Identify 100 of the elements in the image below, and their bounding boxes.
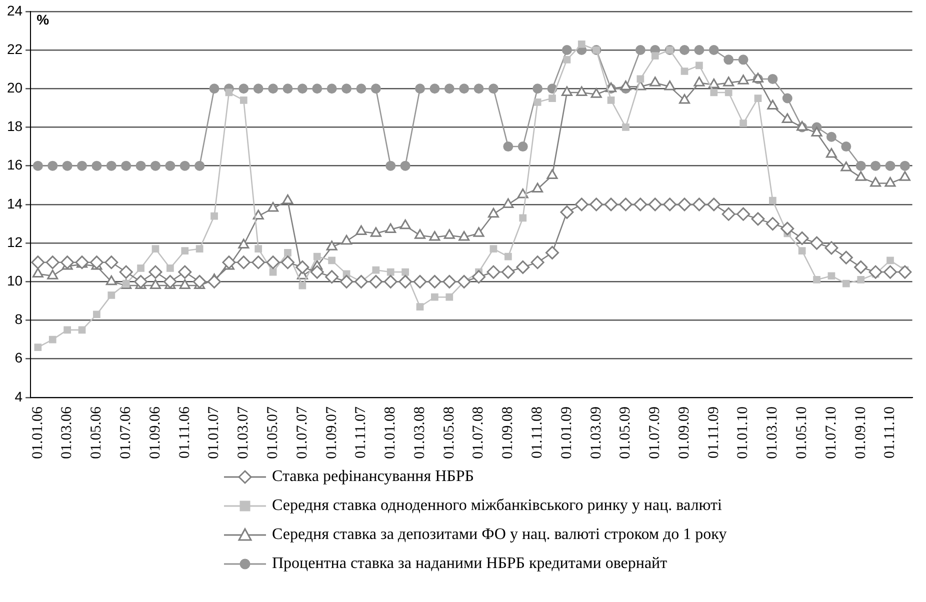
point [604,198,618,212]
point [280,256,294,270]
point [78,326,86,334]
point [236,256,250,270]
point [636,75,644,83]
point [813,276,820,284]
point [60,256,74,270]
point [402,268,409,276]
point [31,256,45,270]
point [722,207,736,221]
x-tick-label: 01.11.08 [529,406,546,458]
point [92,160,102,171]
point [767,100,778,110]
point [560,205,574,219]
y-tick-label: 6 [14,350,23,366]
point [458,231,470,241]
point [108,292,116,299]
y-tick-label: 22 [6,40,23,57]
point [148,265,162,279]
point [856,160,866,171]
point [178,265,192,279]
point [768,74,778,84]
x-tick-label: 01.07.07 [294,406,310,459]
point [414,84,425,94]
point [870,160,881,171]
point [430,84,440,94]
point [326,240,338,250]
point [563,56,571,64]
point [77,160,88,171]
point [372,266,380,274]
point [457,274,471,288]
point [618,198,632,212]
point [488,208,499,218]
point [474,84,484,94]
point [356,84,366,94]
point [696,62,703,70]
point [341,234,352,245]
point [210,212,218,220]
y-tick-label: 12 [6,234,23,250]
point [519,214,527,222]
x-tick-label: 01.03.10 [764,406,781,459]
point [663,198,677,212]
point [607,96,615,104]
point [32,268,44,278]
point [488,84,498,94]
x-tick-label: 01.11.10 [882,406,898,458]
point [738,54,748,65]
point [486,265,500,279]
y-tick-label: 18 [6,118,23,134]
point [296,260,310,274]
point [163,274,177,288]
point [152,245,160,253]
point [532,84,543,94]
point [385,223,396,234]
point [782,93,792,104]
point [635,45,646,56]
point [501,265,515,279]
legend-label: Середня ставка одноденного міжбанківського ринку у нац. валюті [272,496,722,516]
point [694,45,704,56]
point [868,265,882,279]
point [841,142,852,152]
point [490,245,498,253]
point [46,256,60,270]
point [885,160,896,171]
point [416,303,424,310]
point [768,196,776,204]
point [62,160,72,171]
x-tick-label: 01.01.06 [30,406,46,459]
point [328,256,336,264]
point [678,198,692,212]
x-tick-label: 01.07.10 [823,406,840,459]
point [90,256,104,270]
point [284,249,292,256]
point [252,210,264,220]
point [252,256,266,270]
point [386,268,394,276]
point [811,126,822,137]
point [546,169,558,179]
point [562,45,572,56]
point [240,96,248,104]
point [104,256,118,270]
point [150,279,161,290]
point [840,162,852,172]
point [444,229,455,239]
x-tick-label: 01.11.07 [353,406,370,458]
legend-label: Середня ставка за депозитами ФО у нац. валюті строком до 1 року [272,525,727,545]
point [883,265,897,279]
point [342,84,352,94]
point [518,142,528,152]
x-tick-label: 01.05.09 [618,406,634,459]
legend-label: Ставка рефінансування НБРБ [272,467,474,487]
x-tick-label: 01.09.06 [147,406,164,459]
x-tick-label: 01.03.09 [588,406,604,459]
point [384,274,398,288]
x-tick-label: 01.09.09 [676,406,692,459]
point [710,88,718,96]
point [574,198,588,212]
point [810,236,824,250]
point [414,229,426,239]
point [325,270,339,284]
